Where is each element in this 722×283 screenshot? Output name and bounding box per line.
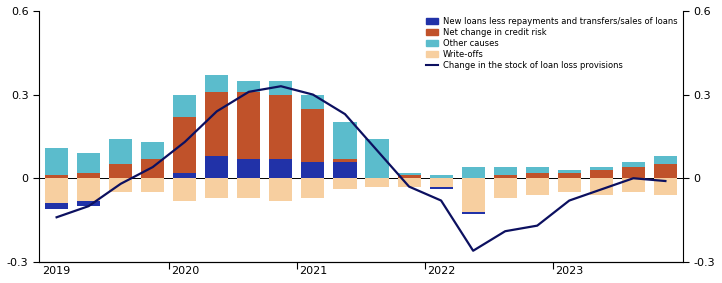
Bar (205, 156, 228, 178)
Bar (654, 178, 677, 195)
Bar (173, 173, 196, 178)
Bar (494, 178, 517, 198)
Bar (430, 178, 453, 186)
Bar (590, 167, 613, 170)
Bar (173, 117, 196, 173)
Bar (269, 178, 292, 201)
Bar (142, 142, 165, 159)
Bar (238, 159, 261, 178)
Bar (142, 178, 165, 192)
Bar (334, 159, 357, 162)
Bar (461, 178, 484, 212)
Bar (526, 178, 549, 195)
Bar (557, 170, 580, 173)
Bar (398, 175, 421, 178)
Bar (205, 92, 228, 156)
Bar (334, 123, 357, 159)
Bar (334, 178, 357, 189)
Bar (109, 139, 132, 164)
Bar (494, 167, 517, 175)
Bar (77, 178, 100, 201)
Bar (77, 201, 100, 206)
Bar (301, 178, 324, 198)
Bar (238, 92, 261, 159)
Bar (622, 162, 645, 167)
Bar (461, 167, 484, 178)
Bar (398, 178, 421, 186)
Legend: New loans less repayments and transfers/sales of loans, Net change in credit ris: New loans less repayments and transfers/… (425, 15, 679, 72)
Bar (654, 164, 677, 178)
Bar (430, 186, 453, 189)
Bar (622, 167, 645, 178)
Bar (590, 170, 613, 178)
Bar (142, 159, 165, 178)
Bar (269, 95, 292, 159)
Bar (590, 178, 613, 195)
Bar (301, 162, 324, 178)
Bar (45, 178, 68, 203)
Bar (557, 173, 580, 178)
Bar (205, 178, 228, 198)
Bar (45, 203, 68, 209)
Bar (526, 167, 549, 173)
Bar (301, 95, 324, 109)
Bar (557, 178, 580, 192)
Bar (77, 173, 100, 178)
Bar (526, 173, 549, 178)
Bar (238, 178, 261, 198)
Bar (301, 109, 324, 162)
Bar (461, 212, 484, 215)
Bar (398, 173, 421, 175)
Bar (269, 81, 292, 95)
Bar (109, 164, 132, 178)
Bar (238, 81, 261, 92)
Bar (430, 175, 453, 178)
Bar (365, 178, 388, 186)
Bar (45, 147, 68, 175)
Bar (494, 175, 517, 178)
Bar (622, 178, 645, 192)
Bar (365, 139, 388, 178)
Bar (654, 156, 677, 164)
Bar (269, 159, 292, 178)
Bar (334, 162, 357, 178)
Bar (45, 175, 68, 178)
Bar (173, 95, 196, 117)
Bar (205, 75, 228, 92)
Bar (173, 178, 196, 201)
Bar (109, 178, 132, 192)
Bar (77, 153, 100, 173)
